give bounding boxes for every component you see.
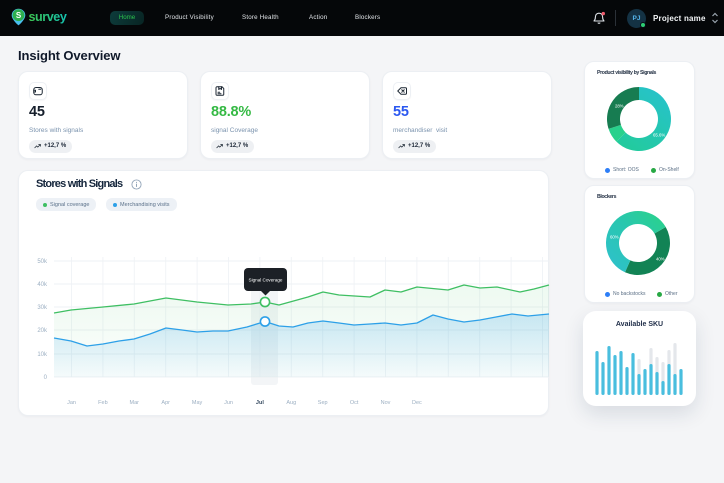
svg-text:Jan: Jan xyxy=(67,400,76,406)
svg-text:65.6%: 65.6% xyxy=(653,133,665,138)
svg-text:Nov: Nov xyxy=(381,400,391,406)
svg-text:S: S xyxy=(16,11,22,20)
svg-text:50k: 50k xyxy=(37,259,48,265)
svg-text:Oct: Oct xyxy=(350,400,359,406)
svg-text:Signal Coverage: Signal Coverage xyxy=(249,278,283,283)
svg-text:Jun: Jun xyxy=(224,400,233,406)
svg-text:survey: survey xyxy=(29,10,67,24)
svg-text:Feb: Feb xyxy=(98,400,107,406)
svg-text:Aug: Aug xyxy=(286,400,296,406)
svg-text:40%: 40% xyxy=(656,257,665,262)
svg-text:May: May xyxy=(192,400,203,406)
svg-text:20k: 20k xyxy=(37,328,48,334)
svg-text:Sep: Sep xyxy=(318,400,328,406)
svg-text:40k: 40k xyxy=(37,282,48,288)
svg-text:30k: 30k xyxy=(37,305,48,311)
svg-text:Apr: Apr xyxy=(161,400,170,406)
svg-text:Mar: Mar xyxy=(130,400,140,406)
svg-text:28%: 28% xyxy=(615,104,624,109)
svg-text:60%: 60% xyxy=(610,235,619,240)
svg-text:10k: 10k xyxy=(37,352,48,358)
svg-text:Dec: Dec xyxy=(412,400,422,406)
svg-text:0: 0 xyxy=(44,375,48,381)
svg-text:Jul: Jul xyxy=(256,400,264,406)
